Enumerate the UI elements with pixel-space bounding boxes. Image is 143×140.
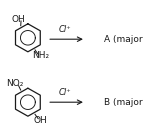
- Text: OH: OH: [11, 15, 25, 24]
- Text: Cl⁺: Cl⁺: [59, 25, 71, 34]
- Text: Cl⁺: Cl⁺: [59, 88, 71, 97]
- Text: NO₂: NO₂: [6, 80, 24, 88]
- Text: A (major): A (major): [104, 35, 143, 44]
- Text: B (major): B (major): [104, 98, 143, 107]
- Text: NH₂: NH₂: [32, 52, 49, 60]
- Text: OH: OH: [34, 116, 48, 125]
